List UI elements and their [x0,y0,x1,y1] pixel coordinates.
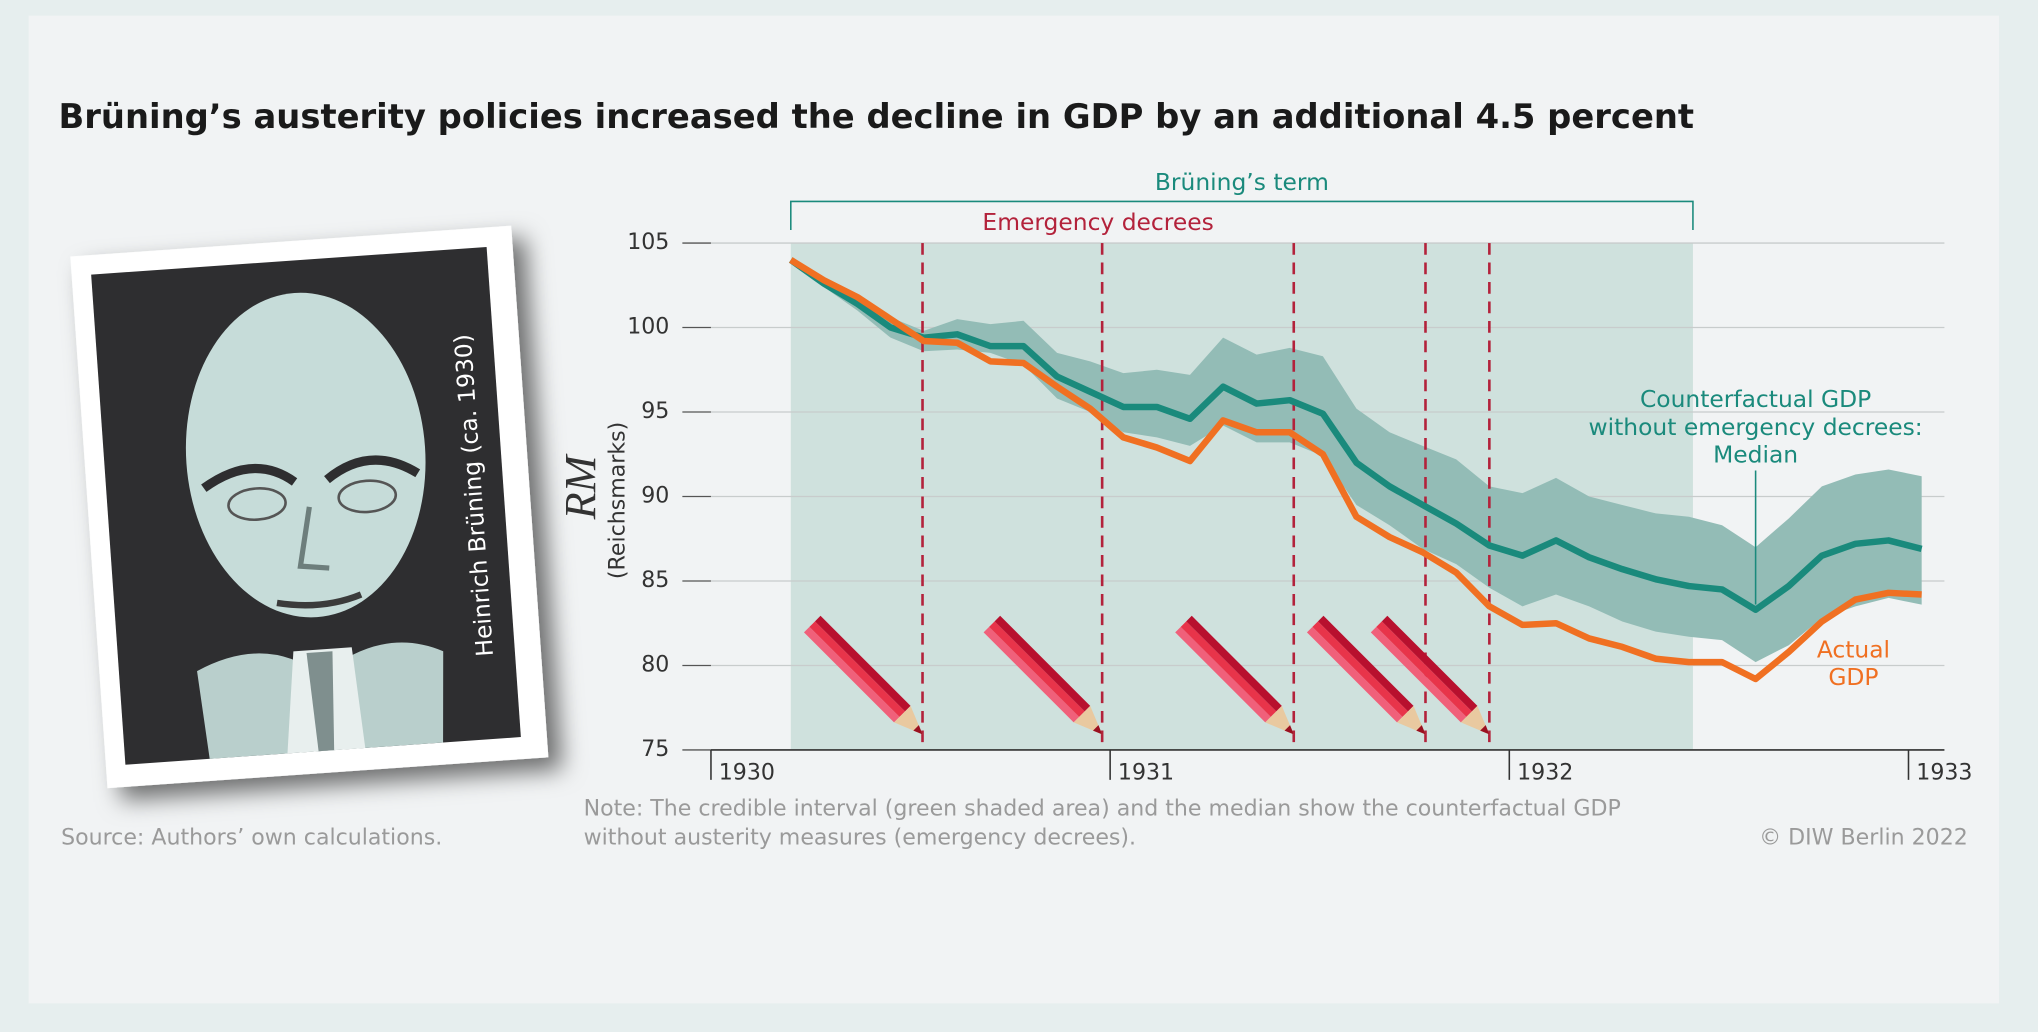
glasses [227,487,287,522]
decrees-label: Emergency decrees [982,208,1213,236]
y-axis-label: (Reichsmarks) [605,422,631,579]
y-tick-label: 105 [627,229,669,255]
pencil-icon [803,615,923,735]
pencil-body [1381,615,1478,712]
term-bracket [790,200,1694,231]
pencil-tip [894,705,923,735]
series-label: Counterfactual GDP [1640,385,1871,413]
x-tick-label: 1932 [1517,759,1573,785]
x-tick-label: 1931 [1118,759,1174,785]
series-line [789,257,1922,683]
pencil-icon [1175,615,1294,735]
term-label: Brüning’s term [1155,168,1329,196]
mouth [276,591,363,609]
x-tick-label: 1933 [1916,759,1972,785]
y-tick-label: 100 [627,314,669,340]
pencil-body [983,626,1080,723]
pencil-body [814,615,911,712]
y-axis-symbol: RM [556,453,605,520]
note-line: Note: The credible interval (green shade… [584,796,1621,822]
y-tick-label: 80 [641,651,669,677]
face [185,292,426,618]
pencil-lead [1092,725,1103,735]
pencil-body [1376,621,1472,717]
source: Source: Authors’ own calculations. [61,824,442,850]
pencil-icon [983,615,1103,735]
pencil-lead [1480,725,1490,735]
pencil-icon [1370,615,1490,735]
series-label: Actual [1817,636,1890,664]
series-label: Median [1713,441,1798,469]
pencil-body [1317,615,1414,712]
tie [306,651,335,752]
pencil-body [1370,626,1467,723]
y-tick-label: 90 [641,483,669,509]
series-label: GDP [1828,663,1878,691]
pencil-body [1175,626,1271,723]
pencil-icon [1306,615,1426,735]
pencil-lead [913,725,923,735]
y-tick-label: 75 [641,736,669,762]
pencil-tip [1460,705,1490,735]
pencil-body [1312,621,1409,717]
series-label: without emergency decrees: [1589,413,1923,441]
pencil-body [1186,615,1282,712]
brows [201,455,421,492]
pencil-tip [1396,705,1426,735]
pencil-body [989,621,1085,717]
pencil-body [803,626,900,723]
x-tick-label: 1930 [719,759,775,785]
pencil-body [994,615,1091,712]
y-tick-label: 95 [641,398,669,424]
pencil-body [1306,626,1403,723]
note-line: without austerity measures (emergency de… [584,824,1136,850]
nose [297,506,330,571]
pencil-lead [1284,725,1294,735]
photo: Heinrich Brüning (ca. 1930) [70,225,549,789]
pencil-body [809,621,906,717]
pencil-lead [1416,725,1426,735]
pencil-tip [1265,705,1294,735]
copyright: © DIW Berlin 2022 [1759,824,1968,850]
pencil-body [1180,621,1277,717]
pencil-tip [1073,705,1103,735]
series-line [788,257,1923,613]
chart-title: Brüning’s austerity policies increased t… [58,97,1694,136]
y-tick-label: 85 [641,567,669,593]
glasses [337,479,398,514]
